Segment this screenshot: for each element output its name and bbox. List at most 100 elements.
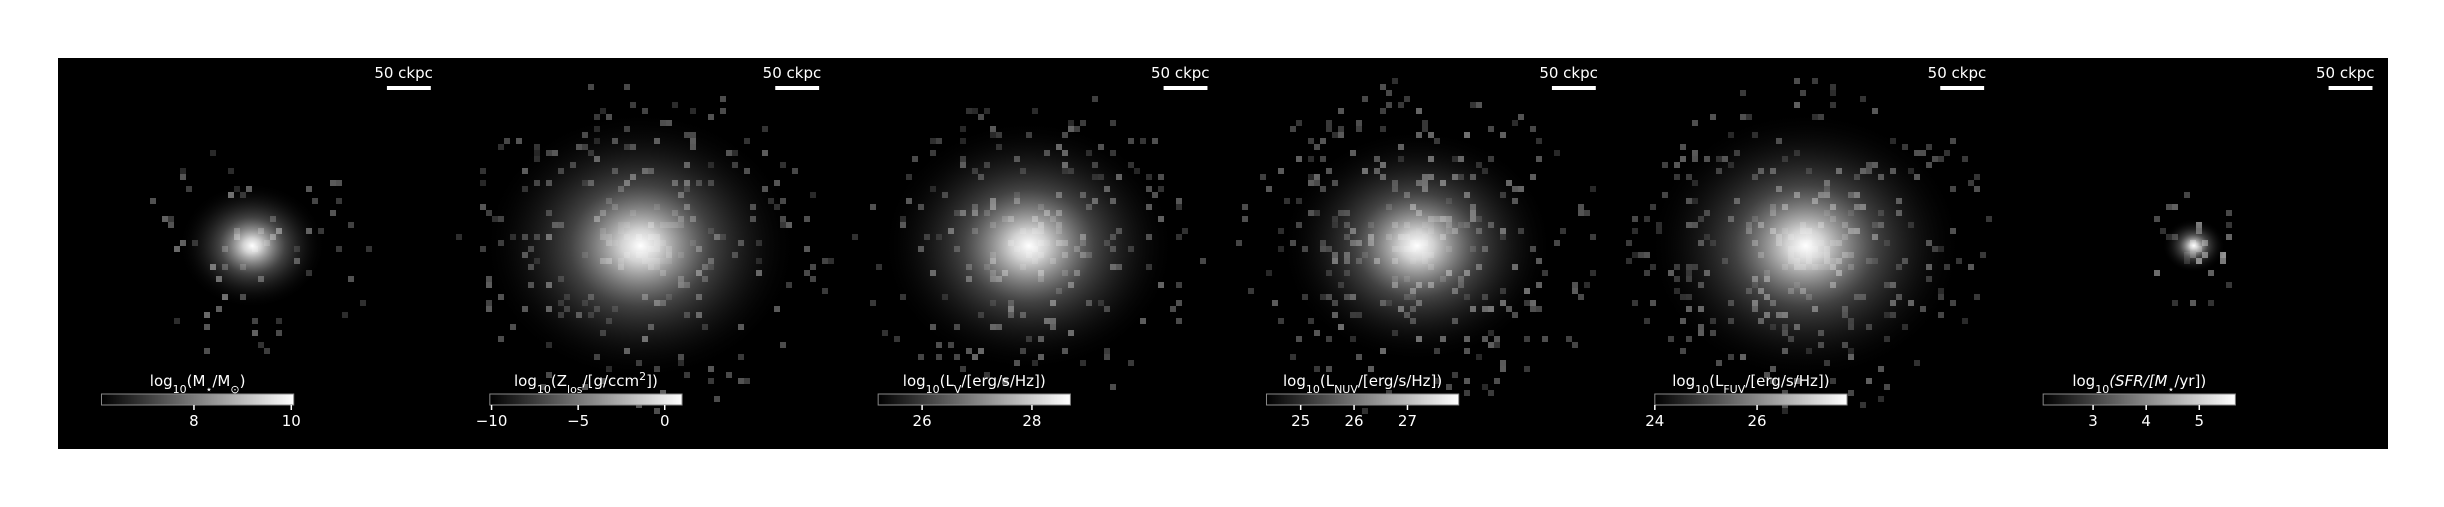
label-part: /yr]): [2174, 372, 2206, 390]
pixel: [1278, 168, 1284, 174]
colorbar-label: log10(M⋆/M⊙): [150, 372, 246, 396]
pixel: [630, 102, 636, 108]
pixel: [960, 126, 966, 132]
pixel: [828, 258, 834, 264]
pixel: [1632, 252, 1638, 258]
colorbar: [2042, 393, 2236, 406]
pixel: [1284, 198, 1290, 204]
pixel: [1572, 282, 1578, 288]
pixel: [684, 372, 690, 378]
scale-label: 50 ckpc: [1151, 64, 1210, 82]
label-part: ]): [646, 372, 658, 390]
pixel: [1464, 378, 1470, 384]
pixel: [276, 318, 282, 324]
pixel: [1386, 90, 1392, 96]
label-part: log: [1672, 372, 1695, 390]
pixel: [1794, 78, 1800, 84]
pixel: [480, 180, 486, 186]
pixel: [1416, 108, 1422, 114]
label-part: /[erg/s/Hz]): [961, 372, 1045, 390]
pixel: [1860, 402, 1866, 408]
pixel: [1488, 342, 1494, 348]
pixel: [822, 258, 828, 264]
pixel: [2190, 300, 2196, 306]
pixel: [1500, 360, 1506, 366]
label-part: 10: [1306, 383, 1320, 396]
pixel: [624, 84, 630, 90]
pixel: [336, 180, 342, 186]
pixel: [1536, 306, 1542, 312]
pixel: [1248, 288, 1254, 294]
label-part: 2: [639, 370, 646, 383]
pixel: [1308, 138, 1314, 144]
pixel: [1938, 156, 1944, 162]
colorbar: [1265, 393, 1460, 406]
pixel: [738, 378, 744, 384]
pixel: [1740, 90, 1746, 96]
pixel: [1476, 354, 1482, 360]
pixel: [1644, 270, 1650, 276]
pixel: [1380, 108, 1386, 114]
pixel: [1860, 96, 1866, 102]
pixel: [804, 216, 810, 222]
pixel: [744, 378, 750, 384]
pixel: [810, 264, 816, 270]
pixel: [540, 384, 546, 390]
pixel: [1110, 384, 1116, 390]
pixel: [216, 306, 222, 312]
pixel: [1176, 204, 1182, 210]
label-part: 10: [173, 383, 187, 396]
pixel: [726, 372, 732, 378]
pixel: [1962, 156, 1968, 162]
pixel: [954, 354, 960, 360]
pixel: [330, 180, 336, 186]
pixel: [1296, 336, 1302, 342]
pixel: [1266, 270, 1272, 276]
pixel: [1572, 288, 1578, 294]
pixel: [1176, 234, 1182, 240]
pixel: [1578, 204, 1584, 210]
pixel: [162, 216, 168, 222]
pixel: [336, 246, 342, 252]
pixel: [1080, 120, 1086, 126]
pixel: [1176, 198, 1182, 204]
scale-label: 50 ckpc: [1928, 64, 1987, 82]
pixel: [690, 108, 696, 114]
pixel: [1980, 252, 1986, 258]
pixel: [264, 348, 270, 354]
scale-label: 50 ckpc: [1539, 64, 1598, 82]
pixel: [1362, 408, 1368, 414]
pixel: [1848, 390, 1854, 396]
colorbar: [877, 393, 1071, 406]
pixel: [1830, 90, 1836, 96]
pixel: [936, 354, 942, 360]
pixel: [822, 288, 828, 294]
pixel: [204, 348, 210, 354]
panel: 50 ckpc log10(LFUV/[erg/s/Hz]) 24 26: [1626, 64, 1992, 430]
pixel: [1170, 306, 1176, 312]
colorbar-label: log10(SFR/[M⋆/yr]): [2072, 372, 2206, 396]
pixel: [150, 198, 156, 204]
pixel: [738, 354, 744, 360]
galaxy-glow: [483, 110, 798, 381]
pixel: [1644, 252, 1650, 258]
label-part: V: [954, 383, 962, 396]
image-background: [58, 58, 2388, 449]
colorbar-label: log10(LV/[erg/s/Hz]): [903, 372, 1046, 396]
pixel: [1290, 126, 1296, 132]
pixel: [2226, 234, 2232, 240]
pixel: [1524, 336, 1530, 342]
pixel: [1590, 186, 1596, 192]
pixel: [1680, 156, 1686, 162]
pixel: [348, 222, 354, 228]
pixel: [1554, 150, 1560, 156]
label-part: (L: [1320, 372, 1335, 390]
pixel: [258, 342, 264, 348]
pixel: [600, 378, 606, 384]
pixel: [1386, 102, 1392, 108]
label-part: ⊙: [230, 383, 239, 396]
pixel: [714, 396, 720, 402]
pixel: [1452, 372, 1458, 378]
scale-label: 50 ckpc: [374, 64, 433, 82]
pixel: [1626, 258, 1632, 264]
